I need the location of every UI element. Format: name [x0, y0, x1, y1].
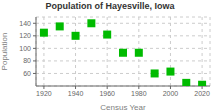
- svg-text:2000: 2000: [163, 90, 179, 97]
- svg-text:140: 140: [19, 20, 31, 27]
- svg-text:Population: Population: [8, 33, 9, 71]
- svg-text:1920: 1920: [36, 90, 52, 97]
- svg-text:2020: 2020: [194, 90, 210, 97]
- html-text:Population of Hayesville, Iowa: Population of Hayesville, Iowa: [45, 1, 175, 11]
- svg-text:1960: 1960: [99, 90, 115, 97]
- svg-text:120: 120: [19, 32, 31, 39]
- svg-text:1940: 1940: [68, 90, 84, 97]
- svg-text:60: 60: [23, 70, 31, 77]
- svg-text:Census Year: Census Year: [100, 103, 146, 110]
- svg-text:80: 80: [23, 57, 31, 64]
- svg-text:1980: 1980: [131, 90, 147, 97]
- svg-text:100: 100: [19, 45, 31, 52]
